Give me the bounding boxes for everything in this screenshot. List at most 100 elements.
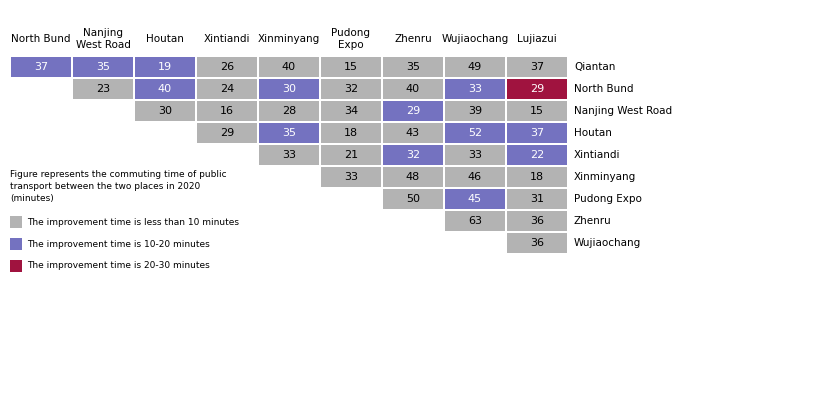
Text: The improvement time is 10-20 minutes: The improvement time is 10-20 minutes — [27, 239, 210, 249]
Text: 30: 30 — [282, 84, 296, 94]
Bar — [445, 101, 505, 121]
Text: 43: 43 — [406, 128, 420, 138]
Bar — [507, 145, 567, 165]
Bar — [383, 57, 443, 77]
Bar — [383, 123, 443, 143]
Text: Nanjing West Road: Nanjing West Road — [574, 106, 672, 116]
Text: 40: 40 — [406, 84, 420, 94]
Text: 40: 40 — [158, 84, 172, 94]
Bar — [321, 79, 381, 99]
Text: Wujiaochang: Wujiaochang — [574, 238, 641, 248]
Text: 29: 29 — [530, 84, 544, 94]
Bar — [135, 101, 195, 121]
Bar — [73, 79, 133, 99]
Bar — [445, 57, 505, 77]
Bar — [10, 238, 22, 250]
Bar — [321, 123, 381, 143]
Text: 15: 15 — [344, 62, 358, 72]
Text: 29: 29 — [220, 128, 234, 138]
Text: 36: 36 — [530, 238, 544, 248]
Bar — [507, 167, 567, 187]
Text: 50: 50 — [406, 194, 420, 204]
Text: Lujiazui: Lujiazui — [517, 34, 557, 44]
Bar — [197, 57, 257, 77]
Text: Figure represents the commuting time of public
transport between the two places : Figure represents the commuting time of … — [10, 170, 227, 203]
Bar — [445, 145, 505, 165]
Bar — [383, 79, 443, 99]
Text: The improvement time is less than 10 minutes: The improvement time is less than 10 min… — [27, 218, 239, 226]
Text: 33: 33 — [344, 172, 358, 182]
Text: 22: 22 — [530, 150, 544, 160]
Bar — [259, 57, 319, 77]
Bar — [507, 211, 567, 231]
Text: Xinminyang: Xinminyang — [574, 172, 636, 182]
Text: 63: 63 — [468, 216, 482, 226]
Text: 33: 33 — [282, 150, 296, 160]
Text: Houtan: Houtan — [574, 128, 612, 138]
Text: 30: 30 — [158, 106, 172, 116]
Text: 39: 39 — [468, 106, 482, 116]
Bar — [507, 189, 567, 209]
Bar — [11, 57, 71, 77]
Text: 49: 49 — [468, 62, 482, 72]
Bar — [507, 123, 567, 143]
Bar — [383, 101, 443, 121]
Text: 16: 16 — [220, 106, 234, 116]
Text: 45: 45 — [468, 194, 482, 204]
Bar — [135, 57, 195, 77]
Text: 37: 37 — [34, 62, 48, 72]
Bar — [73, 57, 133, 77]
Text: 24: 24 — [220, 84, 234, 94]
Text: 37: 37 — [530, 128, 544, 138]
Text: 48: 48 — [406, 172, 420, 182]
Text: 37: 37 — [530, 62, 544, 72]
Text: 52: 52 — [468, 128, 482, 138]
Text: 18: 18 — [530, 172, 544, 182]
Text: 19: 19 — [158, 62, 172, 72]
Text: 18: 18 — [344, 128, 358, 138]
Text: 35: 35 — [406, 62, 420, 72]
Text: 35: 35 — [96, 62, 110, 72]
Text: Zhenru: Zhenru — [394, 34, 431, 44]
Bar — [383, 167, 443, 187]
Bar — [445, 211, 505, 231]
Bar — [259, 79, 319, 99]
Text: 29: 29 — [406, 106, 420, 116]
Text: Wujiaochang: Wujiaochang — [441, 34, 509, 44]
Bar — [259, 101, 319, 121]
Bar — [507, 233, 567, 253]
Bar — [507, 57, 567, 77]
Text: Pudong
Expo: Pudong Expo — [332, 28, 371, 50]
Bar — [445, 167, 505, 187]
Text: North Bund: North Bund — [12, 34, 71, 44]
Text: Xintiandi: Xintiandi — [574, 150, 621, 160]
Bar — [383, 189, 443, 209]
Text: 26: 26 — [220, 62, 234, 72]
Text: 32: 32 — [406, 150, 420, 160]
Text: 28: 28 — [282, 106, 296, 116]
Bar — [321, 167, 381, 187]
Bar — [383, 145, 443, 165]
Bar — [197, 123, 257, 143]
Bar — [507, 101, 567, 121]
Text: 35: 35 — [282, 128, 296, 138]
Bar — [321, 145, 381, 165]
Text: 23: 23 — [96, 84, 110, 94]
Text: Nanjing
West Road: Nanjing West Road — [76, 28, 131, 50]
Text: 36: 36 — [530, 216, 544, 226]
Bar — [10, 216, 22, 228]
Text: Zhenru: Zhenru — [574, 216, 611, 226]
Bar — [10, 260, 22, 272]
Text: 15: 15 — [530, 106, 544, 116]
Text: 21: 21 — [344, 150, 358, 160]
Text: 31: 31 — [530, 194, 544, 204]
Text: The improvement time is 20-30 minutes: The improvement time is 20-30 minutes — [27, 261, 210, 271]
Text: Houtan: Houtan — [146, 34, 184, 44]
Bar — [445, 123, 505, 143]
Bar — [321, 101, 381, 121]
Bar — [445, 189, 505, 209]
Bar — [321, 57, 381, 77]
Bar — [197, 101, 257, 121]
Bar — [197, 79, 257, 99]
Bar — [135, 79, 195, 99]
